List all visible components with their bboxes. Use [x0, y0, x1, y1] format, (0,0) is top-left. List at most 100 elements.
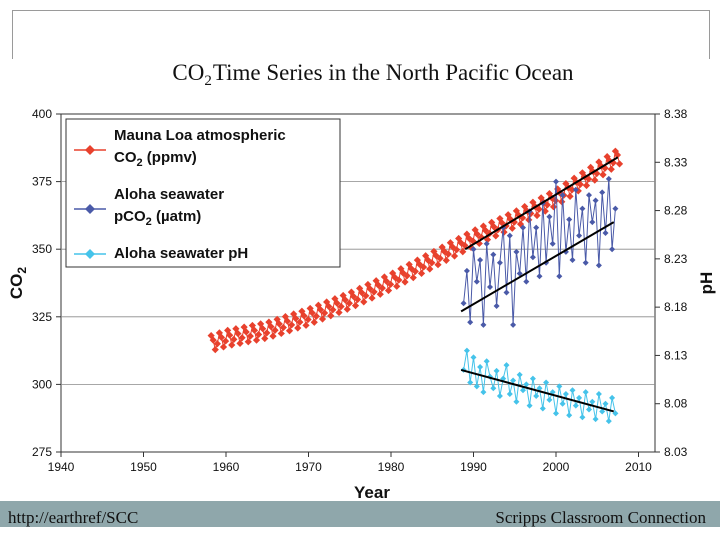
y-axis-title: CO2 — [7, 267, 29, 300]
x-tick-label: 1980 — [378, 460, 405, 474]
aloha-ph-point — [510, 377, 517, 384]
mauna-loa-point — [419, 263, 428, 271]
y-tick-label: 325 — [32, 310, 52, 324]
mauna-loa-point — [318, 315, 327, 323]
mauna-loa-point — [349, 292, 358, 300]
mauna-loa-point — [502, 222, 510, 230]
legend-marker-mauna-loa — [74, 145, 106, 155]
mauna-loa-point — [415, 260, 424, 268]
mauna-loa-point — [434, 261, 442, 269]
mauna-loa-point — [508, 224, 516, 232]
aloha-ph-point — [516, 371, 523, 378]
aloha-ph-point — [612, 410, 619, 417]
mauna-loa-point — [467, 243, 475, 251]
mauna-loa-point — [405, 260, 413, 269]
mauna-loa-point — [213, 340, 221, 348]
aloha-pco2-point — [490, 251, 497, 258]
aloha-pco2-point — [487, 284, 493, 291]
aloha-ph-point — [480, 389, 487, 396]
mauna-loa-point — [294, 324, 302, 332]
aloha-pco2-point — [559, 192, 566, 199]
mauna-loa-point — [448, 243, 457, 251]
aloha-pco2-point — [549, 240, 556, 247]
slide-frame — [12, 10, 710, 59]
chart-title-suffix: Time Series in the North Pacific Ocean — [213, 60, 574, 85]
aloha-pco2-point — [586, 192, 592, 199]
mauna-loa-point — [370, 288, 378, 296]
mauna-loa-point — [395, 276, 403, 284]
mauna-loa-point — [498, 219, 506, 227]
aloha-pco2-point — [579, 205, 586, 212]
aloha-ph-point — [559, 400, 566, 407]
mauna-trend — [464, 156, 619, 251]
mauna-loa-point — [345, 299, 353, 307]
mauna-loa-point — [234, 329, 242, 338]
mauna-loa-point — [378, 284, 386, 292]
mauna-loa-point — [337, 302, 345, 311]
co2-time-series-chart: CO2 Time Series in the North Pacific Ocea… — [7, 60, 716, 500]
mauna-loa-point — [582, 181, 591, 190]
mauna-loa-point — [446, 239, 454, 247]
mauna-loa-point — [246, 332, 254, 340]
legend-pco2-unit: (µatm) — [152, 208, 201, 225]
aloha-ph-point — [605, 418, 612, 425]
mauna-loa-point — [452, 246, 461, 254]
mauna-loa-point — [473, 230, 481, 238]
mauna-loa-point — [543, 201, 551, 209]
aloha-pco2-point — [589, 219, 596, 226]
mauna-loa-point — [320, 309, 329, 317]
mauna-loa-point — [252, 336, 261, 344]
aloha-pco2-point — [510, 321, 517, 328]
aloha-ph-point — [467, 379, 474, 386]
mauna-loa-point — [244, 338, 252, 346]
mauna-loa-point — [549, 203, 558, 211]
aloha-pco2-point — [463, 267, 470, 274]
mauna-loa-point — [601, 164, 609, 172]
mauna-loa-point — [242, 328, 250, 336]
mauna-loa-point — [533, 211, 541, 220]
mauna-loa-point — [613, 151, 622, 159]
aloha-ph-point — [579, 414, 586, 421]
mauna-loa-point — [422, 252, 430, 260]
mauna-loa-point — [450, 252, 459, 260]
mauna-loa-point — [306, 304, 314, 313]
y-axis-title-main: CO — [7, 274, 26, 300]
mauna-loa-point — [397, 265, 405, 273]
mauna-loa-point — [290, 310, 298, 318]
aloha-ph-point — [592, 416, 599, 423]
mauna-loa-point — [417, 269, 426, 277]
mauna-loa-point — [219, 343, 228, 351]
aloha-ph-point — [470, 354, 477, 361]
mauna-loa-point — [281, 313, 289, 321]
y-tick-label: 350 — [32, 242, 52, 256]
mauna-loa-point — [296, 318, 304, 326]
mauna-loa-point — [426, 265, 434, 273]
aloha-pco2-point — [595, 262, 602, 269]
legend-mauna-unit: (ppmv) — [143, 149, 197, 166]
mauna-loa-point — [302, 321, 310, 329]
mauna-loa-point — [607, 165, 615, 173]
mauna-loa-point — [356, 284, 364, 292]
mauna-loa-point — [440, 247, 448, 255]
aloha-pco2-point — [569, 257, 576, 264]
mauna-loa-point — [506, 215, 514, 223]
mauna-loa-point — [380, 273, 388, 281]
y-tick-label: 275 — [32, 445, 52, 459]
aloha-ph-point — [496, 392, 503, 399]
mauna-loa-point — [438, 243, 446, 251]
aloha-ph-point — [599, 408, 606, 415]
y2-tick-label: 8.38 — [664, 107, 688, 121]
mauna-loa-point — [386, 280, 395, 288]
mauna-loa-point — [411, 267, 419, 275]
y2-tick-label: 8.13 — [664, 348, 688, 362]
mauna-loa-point — [292, 314, 300, 323]
x-tick-label: 2000 — [543, 460, 570, 474]
aloha-ph-point — [556, 383, 563, 390]
mauna-loa-point — [230, 335, 238, 343]
mauna-loa-point — [566, 192, 574, 200]
y-tick-label: 400 — [32, 107, 52, 121]
mauna-loa-point — [568, 186, 576, 194]
mauna-loa-point — [500, 228, 508, 236]
mauna-loa-point — [265, 318, 273, 326]
legend-box — [65, 118, 341, 268]
